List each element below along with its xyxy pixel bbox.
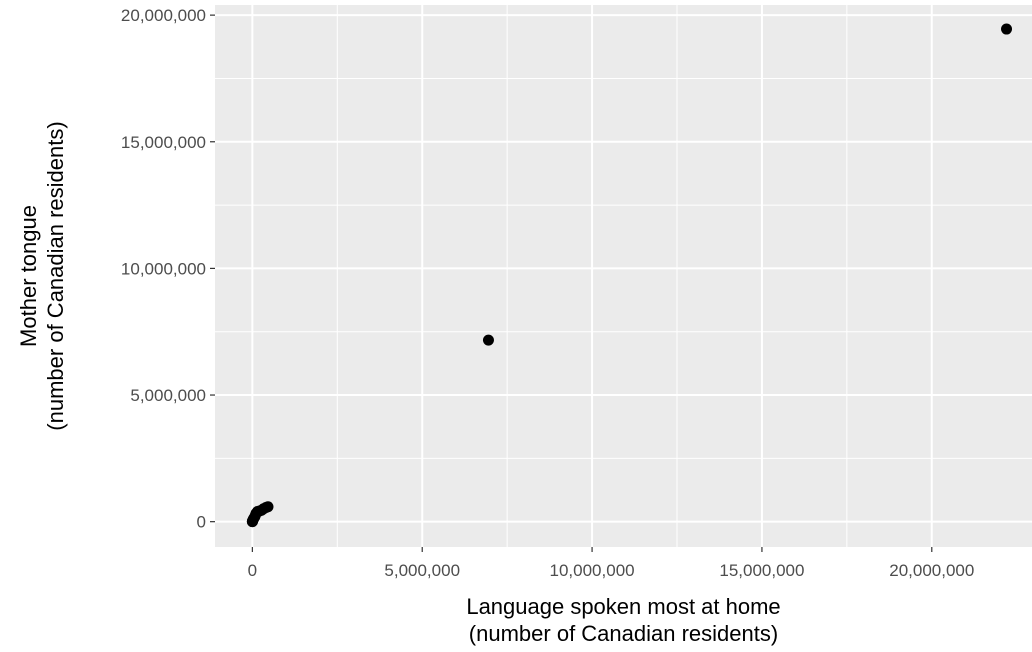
y-tick-label: 10,000,000 xyxy=(121,259,206,278)
data-point xyxy=(1001,23,1013,35)
x-tick-label: 20,000,000 xyxy=(889,561,974,580)
plot-panel xyxy=(215,5,1032,547)
y-axis-title-line: Mother tongue xyxy=(16,205,41,347)
y-tick-label: 20,000,000 xyxy=(121,6,206,25)
x-axis-ticks: 0 5,000,000 10,000,000 15,000,000 20,000,000 xyxy=(248,547,974,580)
y-axis-title: Mother tongue (number of Canadian residen… xyxy=(16,121,68,430)
y-axis-title-line: (number of Canadian residents) xyxy=(43,121,68,430)
x-axis-title-line: (number of Canadian residents) xyxy=(469,621,778,646)
x-tick-label: 10,000,000 xyxy=(550,561,635,580)
y-tick-label: 15,000,000 xyxy=(121,133,206,152)
x-axis-title: Language spoken most at home(number of C… xyxy=(466,594,780,646)
data-point xyxy=(482,334,494,346)
x-tick-label: 15,000,000 xyxy=(719,561,804,580)
data-point xyxy=(246,516,258,528)
x-axis-title-line: Language spoken most at home xyxy=(466,594,780,619)
y-tick-label: 5,000,000 xyxy=(130,386,206,405)
major-gridlines xyxy=(215,5,1032,547)
minor-gridlines xyxy=(215,5,1032,547)
x-tick-label: 5,000,000 xyxy=(384,561,460,580)
data-points xyxy=(246,23,1013,528)
x-tick-label: 0 xyxy=(248,561,257,580)
y-axis-ticks: 0 5,000,000 10,000,000 15,000,000 20,000,000 xyxy=(121,6,215,532)
y-tick-label: 0 xyxy=(197,513,206,532)
